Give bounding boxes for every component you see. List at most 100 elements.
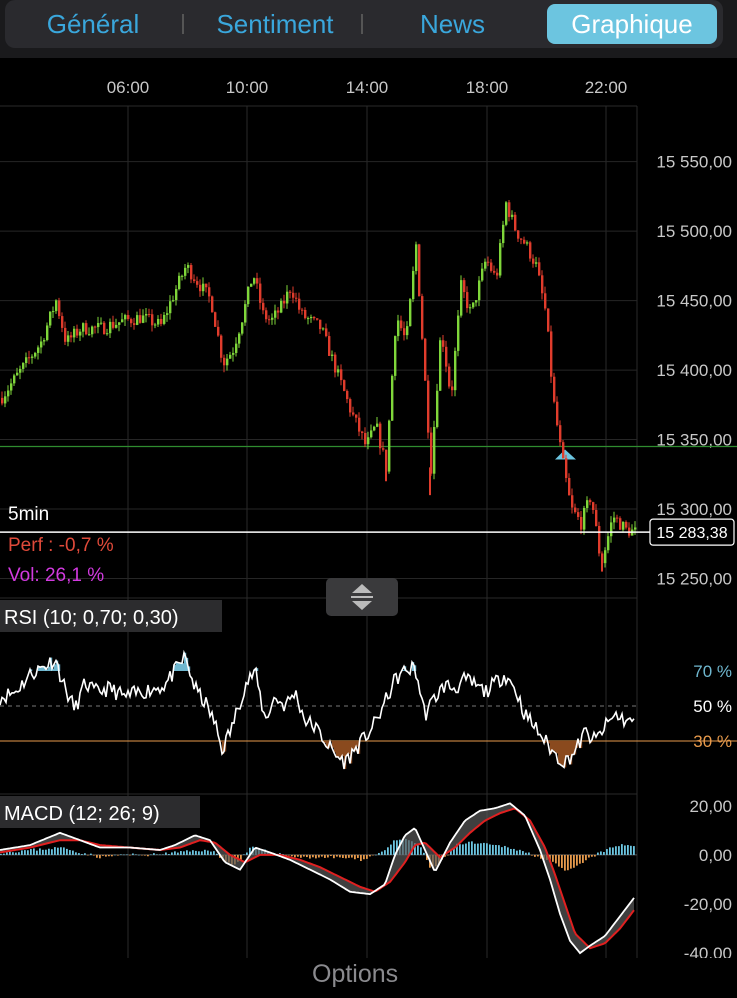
macd-histogram-bar xyxy=(126,854,128,856)
candle-body xyxy=(298,298,301,310)
rsi-oversold-fill xyxy=(564,741,567,768)
macd-histogram-bar xyxy=(504,845,506,855)
candle-body xyxy=(403,328,406,336)
options-button[interactable]: Options xyxy=(312,960,399,988)
rsi-overbought-fill xyxy=(178,662,181,671)
candle-body xyxy=(184,267,187,276)
rsi-overbought-fill xyxy=(184,652,187,671)
rsi-oversold-fill xyxy=(570,741,573,765)
macd-histogram-bar xyxy=(21,850,23,855)
macd-histogram-bar xyxy=(573,854,575,868)
macd-histogram-bar xyxy=(624,845,626,855)
candle-body xyxy=(82,323,85,332)
macd-histogram-bar xyxy=(483,842,485,855)
macd-histogram-bar xyxy=(621,844,623,855)
candle-body xyxy=(10,383,13,391)
macd-histogram-bar xyxy=(315,854,317,859)
candle-body xyxy=(295,297,298,299)
candle-body xyxy=(166,313,169,315)
macd-histogram-bar xyxy=(246,852,248,855)
rsi-label-bg xyxy=(0,600,222,632)
candle-body xyxy=(247,286,250,305)
candle-body xyxy=(70,335,73,338)
candle-body xyxy=(547,308,550,332)
candle-body xyxy=(16,372,19,376)
tab-bar: Général Sentiment News Graphique xyxy=(5,0,723,48)
macd-histogram-bar xyxy=(522,851,524,855)
macd-histogram-bar xyxy=(312,854,314,858)
candle-body xyxy=(229,354,232,359)
candle-body xyxy=(430,432,433,474)
candle-body xyxy=(391,375,394,421)
candle-body xyxy=(28,357,31,359)
tab-sentiment[interactable]: Sentiment xyxy=(216,9,334,39)
rsi-overbought-fill xyxy=(254,670,257,671)
x-tick-label: 18:00 xyxy=(466,78,509,97)
tab-separator xyxy=(182,14,184,34)
rsi-overbought-fill xyxy=(54,664,57,671)
candle-body xyxy=(448,366,451,387)
rsi-tick-label: 30 % xyxy=(693,732,732,751)
macd-histogram-bar xyxy=(186,850,188,855)
rsi-oversold-fill xyxy=(346,741,349,757)
candle-body xyxy=(274,310,277,318)
macd-histogram-bar xyxy=(147,854,149,857)
candle-body xyxy=(499,243,502,276)
candle-body xyxy=(280,300,283,313)
price-info: 5min Perf : -0,7 % Vol: 26,1 % xyxy=(8,504,114,586)
candle-body xyxy=(520,238,523,240)
candle-body xyxy=(373,426,376,431)
macd-histogram-bar xyxy=(537,854,539,857)
macd-histogram-bar xyxy=(321,854,323,857)
macd-histogram-bar xyxy=(42,849,44,855)
tab-general[interactable]: Général xyxy=(46,9,140,39)
macd-histogram-bar xyxy=(423,852,425,855)
macd-histogram-bar xyxy=(132,853,134,855)
tab-graphique[interactable]: Graphique xyxy=(547,4,717,44)
rsi-oversold-fill xyxy=(336,741,339,757)
macd-histogram-bar xyxy=(159,854,161,856)
candle-body xyxy=(145,314,148,316)
candle-body xyxy=(31,356,34,358)
macd-histogram-bar xyxy=(525,852,527,855)
macd-histogram-bar xyxy=(96,854,98,858)
rsi-oversold-fill xyxy=(562,741,565,766)
candle-body xyxy=(211,296,214,313)
candle-body xyxy=(22,363,25,369)
macd-histogram-bar xyxy=(135,854,137,855)
macd-label-bg xyxy=(0,796,200,828)
rsi-overbought-fill xyxy=(48,666,51,671)
rsi-tick-label: 70 % xyxy=(693,662,732,681)
candle-body xyxy=(199,284,202,292)
candle-body xyxy=(76,328,79,336)
macd-histogram-bar xyxy=(420,847,422,855)
macd-histogram-bar xyxy=(531,854,533,856)
macd-histogram-bar xyxy=(474,843,476,855)
macd-histogram-bar xyxy=(465,843,467,855)
macd-histogram-bar xyxy=(177,852,179,855)
macd-histogram-bar xyxy=(327,854,329,858)
candle-body xyxy=(493,270,496,273)
candle-body xyxy=(367,437,370,445)
price-tick-label: 15 300,00 xyxy=(656,500,732,519)
resize-vertical-icon xyxy=(352,584,372,610)
rsi-overbought-fill xyxy=(46,669,49,671)
macd-histogram-bar xyxy=(180,851,182,855)
tab-news[interactable]: News xyxy=(419,9,485,39)
candle-body xyxy=(13,375,16,384)
rsi-oversold-fill xyxy=(550,741,553,754)
chart-area[interactable]: 06:00 10:00 14:00 18:00 22:00 15 550,00 15 50… xyxy=(0,58,737,958)
macd-histogram-bar xyxy=(348,854,350,858)
candle-body xyxy=(61,316,64,328)
macd-histogram-bar xyxy=(204,849,206,855)
rsi-oversold-fill xyxy=(220,741,223,743)
macd-histogram-bar xyxy=(363,854,365,860)
candle-body xyxy=(250,283,253,287)
candle-body xyxy=(154,324,157,326)
rsi-oversold-fill xyxy=(342,741,345,757)
price-tick-label: 15 450,00 xyxy=(656,292,732,311)
indicator-resize-handle[interactable] xyxy=(326,578,398,616)
macd-histogram-bar xyxy=(240,854,242,861)
rsi-panel: 70 % 50 % 30 % xyxy=(0,649,737,770)
macd-histogram-bar xyxy=(291,854,293,857)
